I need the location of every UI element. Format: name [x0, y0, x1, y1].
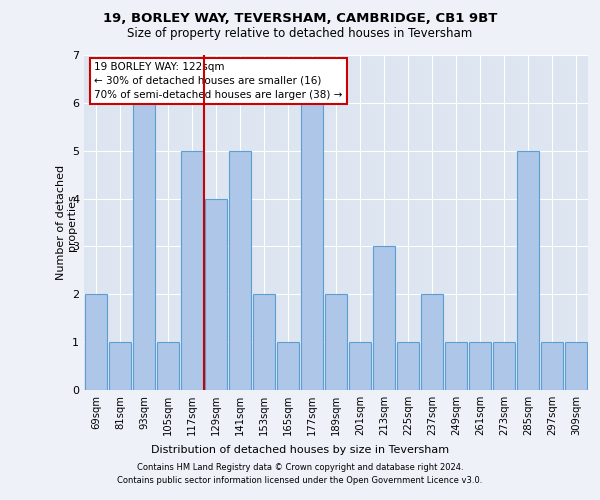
Bar [157, 342, 179, 390]
Bar [301, 103, 323, 390]
Bar [541, 342, 563, 390]
Bar [493, 342, 515, 390]
Bar [469, 342, 491, 390]
Bar [565, 342, 587, 390]
Bar [229, 150, 251, 390]
Bar [373, 246, 395, 390]
Text: Contains HM Land Registry data © Crown copyright and database right 2024.: Contains HM Land Registry data © Crown c… [137, 464, 463, 472]
Bar [253, 294, 275, 390]
Bar [349, 342, 371, 390]
Text: Distribution of detached houses by size in Teversham: Distribution of detached houses by size … [151, 445, 449, 455]
Bar [109, 342, 131, 390]
Bar [421, 294, 443, 390]
Text: Size of property relative to detached houses in Teversham: Size of property relative to detached ho… [127, 28, 473, 40]
Bar [325, 294, 347, 390]
Bar [277, 342, 299, 390]
Bar [445, 342, 467, 390]
Bar [133, 103, 155, 390]
Bar [85, 294, 107, 390]
Text: Contains public sector information licensed under the Open Government Licence v3: Contains public sector information licen… [118, 476, 482, 485]
Bar [397, 342, 419, 390]
Text: 19, BORLEY WAY, TEVERSHAM, CAMBRIDGE, CB1 9BT: 19, BORLEY WAY, TEVERSHAM, CAMBRIDGE, CB… [103, 12, 497, 26]
Bar [517, 150, 539, 390]
Y-axis label: Number of detached
properties: Number of detached properties [56, 165, 77, 280]
Bar [205, 198, 227, 390]
Text: 19 BORLEY WAY: 122sqm
← 30% of detached houses are smaller (16)
70% of semi-deta: 19 BORLEY WAY: 122sqm ← 30% of detached … [94, 62, 343, 100]
Bar [181, 150, 203, 390]
